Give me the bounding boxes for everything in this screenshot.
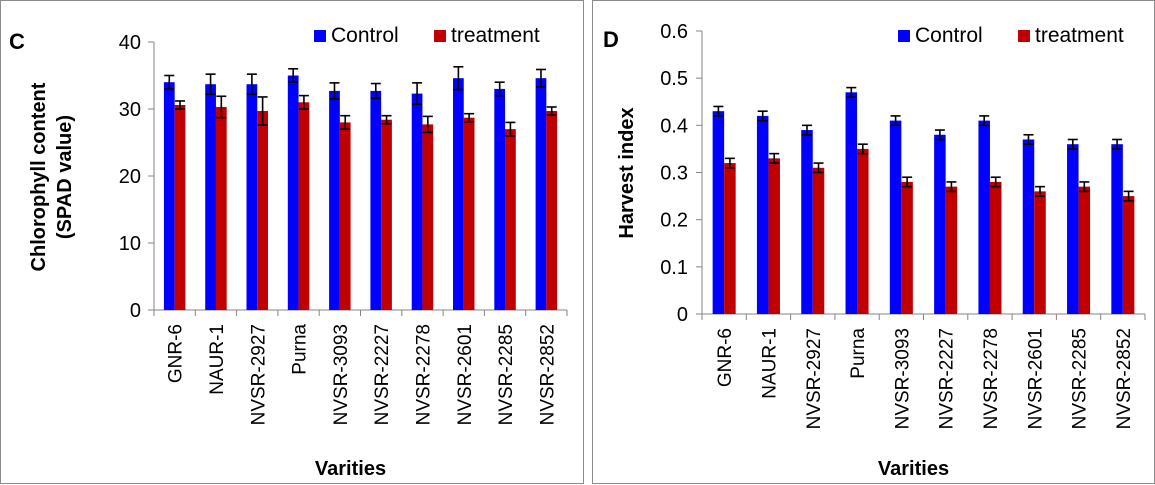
x-tick-label: NVSR-2927 <box>804 328 825 429</box>
x-tick-label: NVSR-3093 <box>892 328 913 429</box>
legend-swatch-control <box>898 30 910 42</box>
x-tick-label: GNR-6 <box>715 328 736 387</box>
y-tick-label: 40 <box>119 32 141 54</box>
bar-control <box>1111 144 1123 314</box>
y-axis-title: (SPAD value) <box>54 115 76 239</box>
bar-treatment <box>505 129 516 310</box>
bar-control <box>494 88 506 311</box>
bar-treatment <box>339 122 351 311</box>
bar-treatment <box>768 158 780 314</box>
x-tick-label: NVSR-2285 <box>496 324 517 425</box>
panel-divider <box>584 0 592 484</box>
bar-control <box>1022 139 1035 314</box>
y-tick-label: 30 <box>119 99 141 121</box>
panel-label: D <box>603 27 619 52</box>
bar-treatment <box>215 106 227 311</box>
bar-control <box>889 120 902 314</box>
bar-treatment <box>1034 191 1046 314</box>
legend-label-control: Control <box>331 24 399 47</box>
x-tick-label: NVSR-2278 <box>981 328 1002 429</box>
bar-control <box>978 120 990 314</box>
bar-treatment <box>381 119 392 310</box>
legend-swatch-treatment <box>1018 30 1030 42</box>
y-axis-title: Chlorophyll content <box>28 82 50 271</box>
x-tick-label: NVSR-2927 <box>248 324 269 425</box>
x-tick-label: NVSR-2601 <box>1025 328 1046 429</box>
x-tick-label: Purna <box>290 324 311 375</box>
bar-control <box>411 93 423 310</box>
bar-control <box>370 90 382 310</box>
y-tick-label: 0.6 <box>660 21 688 43</box>
x-tick-label: NVSR-2227 <box>372 324 393 425</box>
x-tick-label: NVSR-2227 <box>937 328 958 429</box>
y-tick-label: 0.2 <box>660 210 688 232</box>
legend-label-treatment: treatment <box>1035 24 1124 47</box>
bar-treatment <box>463 117 475 311</box>
x-tick-label: NAUR-1 <box>207 324 228 395</box>
x-axis-title: Varities <box>878 458 949 480</box>
bar-control <box>845 92 858 314</box>
bar-treatment <box>257 111 268 310</box>
bar-treatment <box>298 102 310 310</box>
legend-swatch-control <box>314 30 326 42</box>
y-tick-label: 0.3 <box>660 163 688 185</box>
x-tick-label: NVSR-2278 <box>413 324 434 425</box>
bar-control <box>535 78 547 311</box>
x-axis-title: Varities <box>315 458 386 480</box>
y-tick-label: 0.4 <box>660 115 688 137</box>
x-tick-label: NVSR-2601 <box>455 324 476 425</box>
panel-label: C <box>9 29 25 54</box>
legend-label-control: Control <box>915 24 983 47</box>
bar-control <box>205 84 216 311</box>
y-tick-label: 20 <box>119 166 141 188</box>
bar-treatment <box>546 111 558 310</box>
x-tick-label: Purna <box>848 328 869 379</box>
x-tick-label: NVSR-2852 <box>537 324 558 425</box>
bar-control <box>246 84 258 311</box>
x-tick-label: GNR-6 <box>166 324 187 383</box>
x-tick-label: NVSR-2285 <box>1070 328 1091 429</box>
bar-control <box>934 134 946 314</box>
harvest-index-chart: D Harvest index 0 0.1 0.2 0.3 0.4 0.5 0.6 GNR-6 NA… <box>603 21 1146 480</box>
chlorophyll-chart: C Chlorophyll content (SPAD value) 0 10 20 30 4… <box>9 24 568 480</box>
y-tick-label: 10 <box>119 233 141 255</box>
x-tick-label: NVSR-3093 <box>331 324 352 425</box>
x-tick-label: NVSR-2852 <box>1114 328 1135 429</box>
chart-panel-d: D Harvest index 0 0.1 0.2 0.3 0.4 0.5 0.6 GNR-6 NA… <box>592 0 1155 484</box>
legend-swatch-treatment <box>434 30 446 42</box>
bar-treatment <box>989 181 1002 314</box>
legend-label-treatment: treatment <box>451 24 540 47</box>
bar-treatment <box>724 163 736 314</box>
bar-control <box>1067 144 1079 314</box>
bar-control <box>329 90 340 310</box>
y-tick-label: 0.5 <box>660 68 688 90</box>
bar-control <box>801 130 813 314</box>
bar-treatment <box>945 186 958 314</box>
bar-treatment <box>901 181 913 314</box>
bar-control <box>712 111 725 314</box>
y-tick-label: 0 <box>130 300 141 322</box>
bar-control <box>756 115 769 315</box>
y-tick-label: 0 <box>677 304 688 326</box>
bar-treatment <box>857 148 869 314</box>
bar-control <box>453 78 464 311</box>
bar-treatment <box>812 167 825 314</box>
bar-control <box>287 75 299 310</box>
chart-panel-c: C Chlorophyll content (SPAD value) 0 10 20 30 4… <box>0 0 584 484</box>
x-tick-label: NAUR-1 <box>759 328 780 399</box>
bar-treatment <box>1078 186 1091 314</box>
bar-treatment <box>1122 196 1135 314</box>
bar-control <box>163 82 175 310</box>
y-axis-title: Harvest index <box>616 107 638 238</box>
bar-treatment <box>422 124 434 310</box>
y-tick-label: 0.1 <box>660 257 688 279</box>
bar-treatment <box>174 104 186 310</box>
